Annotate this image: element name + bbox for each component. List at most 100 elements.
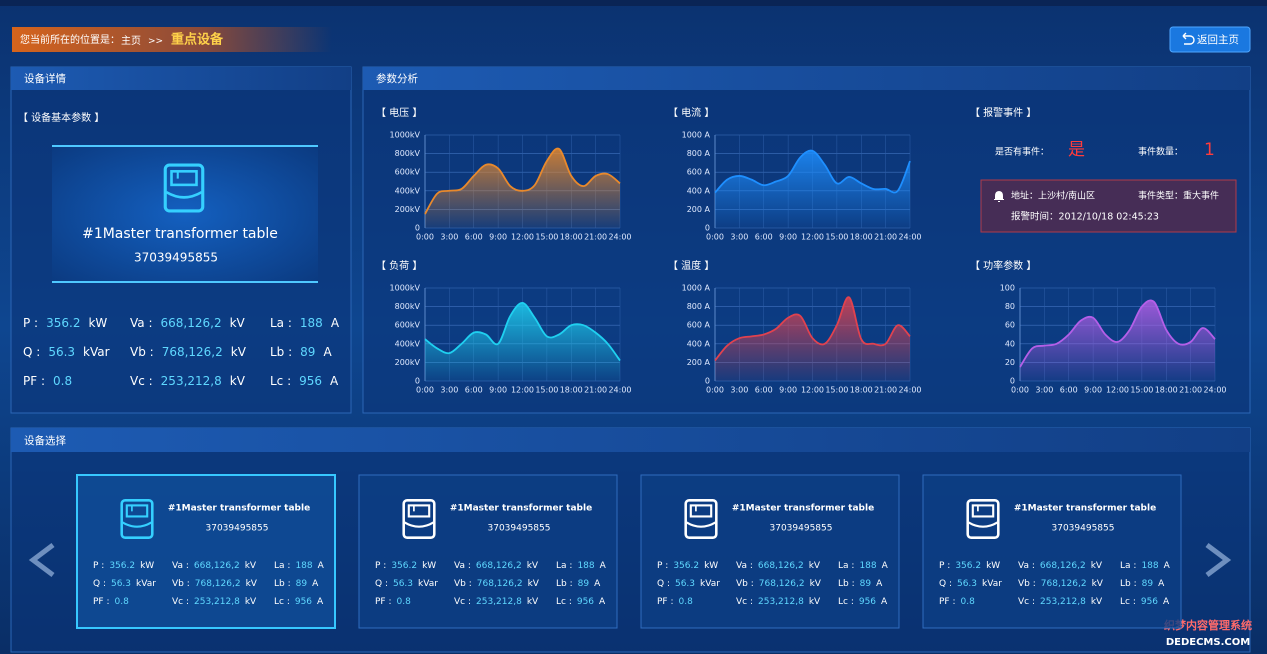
x-tick-label: 21:00 [874,233,897,242]
param-unit: kW [422,561,436,571]
param-label: La : [838,561,854,571]
count-label: 事件数量： [1138,146,1183,158]
param-value: 768,126,2 [759,579,805,589]
param-label: Lb : [270,345,292,359]
top-strip [0,0,1267,6]
x-tick-label: 6:00 [1060,386,1078,395]
back-button-bg[interactable] [1169,26,1251,53]
param-value: 253,212,8 [194,597,240,607]
param-unit: kW [140,561,154,571]
param-label: Lc : [838,597,854,607]
param-label: Vb : [736,579,754,589]
param-label: P : [657,561,668,571]
device-box [52,145,318,283]
param: Q : 56.3 kVar [939,579,1002,589]
param-unit: A [881,597,888,607]
param: La : 188 A [274,561,325,571]
param-label: Lc : [1120,597,1136,607]
param: Vb : 768,126,2 kV [172,579,258,589]
device-name: #1Master transformer table [82,226,278,242]
param-unit: kV [1092,579,1104,589]
param-unit: kVar [700,579,720,589]
param-unit: kVar [83,345,110,359]
x-tick-label: 3:00 [730,386,748,395]
param-unit: A [876,579,883,589]
device-card[interactable] [358,474,618,629]
param-value: 89 [578,579,590,589]
param-label: Lb : [838,579,855,589]
card-name: #1Master transformer table [450,504,592,514]
param-value: 188 [1141,561,1158,571]
param: Vc : 253,212,8 kV [130,374,246,388]
param-value: 253,212,8 [1040,597,1086,607]
card-name: #1Master transformer table [168,504,310,514]
panel-title: 设备详情 [24,72,66,85]
x-tick-label: 18:00 [850,386,873,395]
param-label: Vb : [130,345,154,359]
param-value: 356.2 [673,561,699,571]
param-value: 188 [295,561,312,571]
x-tick-label: 15:00 [535,386,558,395]
y-tick-label: 1000 A [682,131,711,140]
x-tick-label: 6:00 [755,233,773,242]
x-tick-label: 12:00 [801,233,824,242]
back-button-label[interactable]: 返回主页 [1197,34,1239,46]
y-tick-label: 600 A [687,168,711,177]
param-value: 956 [859,597,876,607]
back-button[interactable]: 返回主页 [1169,26,1251,53]
chart-title: 【 电流 】 [668,106,714,119]
x-tick-label: 18:00 [560,233,583,242]
y-tick-label: 1000kV [390,284,421,293]
param: Lb : 89 A [838,579,883,589]
line [714,149,911,194]
param-unit: kV [245,561,257,571]
y-tick-label: 200 A [687,358,711,367]
prev-arrow[interactable] [28,543,55,577]
param-label: Va : [736,561,753,571]
y-tick-label: 200kV [395,205,421,214]
param-unit: kVar [136,579,156,589]
y-tick-label: 40 [1005,339,1015,348]
device-card[interactable] [76,474,336,629]
breadcrumb-home[interactable]: 主页 [121,35,141,47]
x-tick-label: 6:00 [465,233,483,242]
chart-title: 【 温度 】 [668,259,714,272]
param: Q : 56.3 kVar [23,345,110,359]
y-tick-label: 600kV [395,168,421,177]
y-tick-label: 400kV [395,339,421,348]
param-value: 56.3 [48,345,75,359]
x-tick-label: 21:00 [584,233,607,242]
breadcrumb-bar [12,27,332,52]
watermark: 织梦内容管理系统 [1164,618,1252,632]
param-unit: kV [1091,561,1103,571]
param-value: 356.2 [955,561,981,571]
param: P : 356.2 kW [93,561,154,571]
param: PF : 0.8 [375,597,411,607]
device-card[interactable] [922,474,1182,629]
param-unit: kW [704,561,718,571]
param-label: Vb : [1018,579,1036,589]
panel-header [363,67,1250,90]
card-id: 37039495855 [770,524,833,534]
line [424,301,621,362]
next-arrow[interactable] [1205,543,1232,577]
param-label: Vc : [736,597,753,607]
line [1019,299,1216,368]
y-tick-label: 400 A [687,186,711,195]
param-value: 668,126,2 [194,561,240,571]
param: Lc : 956 A [1120,597,1170,607]
param-label: La : [270,316,292,330]
param-value: 253,212,8 [758,597,804,607]
y-tick-label: 0 [705,224,710,233]
param: La : 188 A [838,561,889,571]
param-value: 188 [577,561,594,571]
y-tick-label: 400kV [395,186,421,195]
y-tick-label: 600kV [395,321,421,330]
breadcrumb-separator: >> [148,37,163,47]
param: Q : 56.3 kVar [375,579,438,589]
param: Lb : 89 A [270,345,332,359]
device-card[interactable] [640,474,900,629]
y-tick-label: 80 [1005,302,1015,311]
